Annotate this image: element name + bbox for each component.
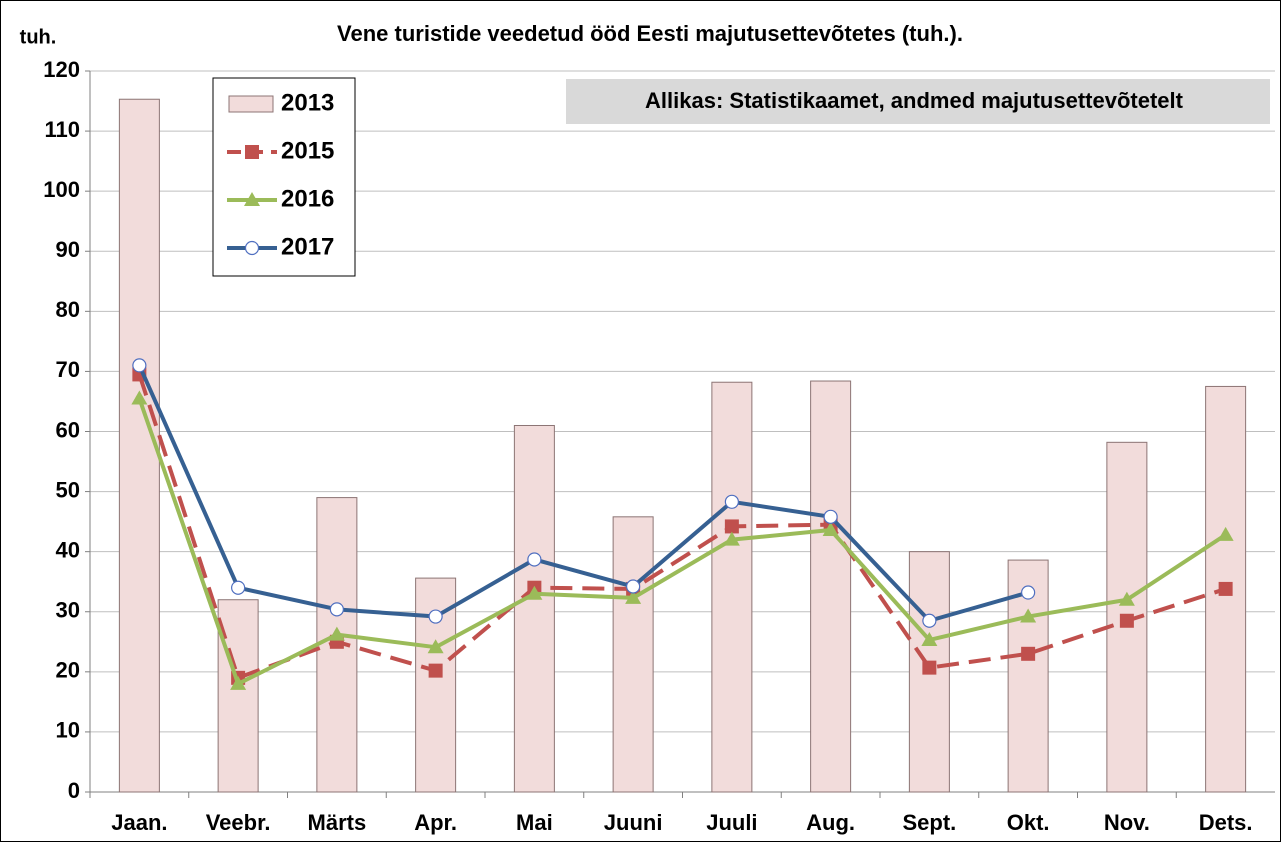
line-marker bbox=[231, 580, 246, 595]
line-marker bbox=[1020, 608, 1037, 623]
legend-label: 2013 bbox=[281, 89, 334, 116]
y-tick-label: 20 bbox=[56, 658, 80, 683]
chart-title: Vene turistide veedetud ööd Eesti majutu… bbox=[337, 21, 963, 46]
line-series bbox=[137, 397, 1227, 686]
line-marker bbox=[1218, 581, 1233, 596]
x-tick-label: Dets. bbox=[1199, 810, 1253, 835]
line-marker bbox=[132, 358, 147, 373]
x-tick-label: Jaan. bbox=[111, 810, 167, 835]
line-marker bbox=[1021, 646, 1036, 661]
line-marker bbox=[724, 519, 739, 534]
y-tick-label: 110 bbox=[45, 117, 81, 142]
line-marker bbox=[626, 579, 641, 594]
line-marker bbox=[625, 589, 642, 604]
line-marker bbox=[329, 602, 344, 617]
y-tick-label: 80 bbox=[56, 297, 80, 322]
y-tick-label: 100 bbox=[43, 177, 80, 202]
legend-marker bbox=[244, 240, 260, 256]
line-marker bbox=[428, 663, 443, 678]
line-marker bbox=[822, 522, 839, 537]
x-tick-label: Juuli bbox=[706, 810, 757, 835]
legend-label: 2015 bbox=[281, 137, 334, 164]
line-marker bbox=[1021, 585, 1036, 600]
legend-marker bbox=[245, 145, 259, 159]
y-tick-label: 10 bbox=[56, 718, 80, 743]
line-marker bbox=[922, 613, 937, 628]
line-marker bbox=[527, 552, 542, 567]
y-axis-label: tuh. bbox=[20, 26, 57, 48]
bar bbox=[118, 98, 160, 793]
legend-marker bbox=[244, 192, 260, 206]
bar bbox=[810, 380, 852, 793]
x-tick-label: Okt. bbox=[1007, 810, 1050, 835]
legend-swatch bbox=[228, 95, 274, 113]
x-tick-label: Juuni bbox=[604, 810, 663, 835]
line-marker bbox=[428, 609, 443, 624]
line-marker bbox=[823, 509, 838, 524]
line-marker bbox=[724, 494, 739, 509]
legend-label: 2017 bbox=[281, 233, 334, 260]
bar bbox=[612, 516, 654, 793]
y-tick-label: 90 bbox=[56, 237, 80, 262]
x-tick-label: Nov. bbox=[1104, 810, 1150, 835]
y-tick-label: 40 bbox=[56, 537, 80, 562]
line-marker bbox=[922, 660, 937, 675]
bar bbox=[513, 424, 555, 793]
y-tick-label: 120 bbox=[43, 57, 80, 82]
annotation-box bbox=[566, 79, 1270, 124]
line-marker bbox=[1119, 613, 1134, 628]
x-tick-label: Sept. bbox=[902, 810, 956, 835]
x-tick-label: Aug. bbox=[806, 810, 855, 835]
y-tick-label: 70 bbox=[56, 357, 80, 382]
annotation: Allikas: Statistikaamet, andmed majutuse… bbox=[645, 88, 1184, 113]
y-tick-label: 0 bbox=[68, 778, 80, 803]
y-tick-label: 60 bbox=[56, 417, 80, 442]
x-tick-label: Märts bbox=[308, 810, 367, 835]
line-marker bbox=[723, 531, 740, 546]
line-series bbox=[137, 364, 1029, 623]
line-marker bbox=[427, 639, 444, 654]
x-tick-label: Mai bbox=[516, 810, 553, 835]
x-tick-label: Apr. bbox=[414, 810, 457, 835]
bar bbox=[711, 381, 753, 793]
line-marker bbox=[1217, 526, 1234, 541]
line-marker bbox=[526, 585, 543, 600]
line-marker bbox=[328, 626, 345, 641]
line-series bbox=[137, 373, 1227, 680]
x-tick-label: Veebr. bbox=[206, 810, 271, 835]
line-marker bbox=[921, 631, 938, 646]
line-marker bbox=[230, 675, 247, 690]
line-marker bbox=[131, 390, 148, 405]
y-tick-label: 50 bbox=[56, 477, 80, 502]
line-marker bbox=[1118, 591, 1135, 606]
legend-label: 2016 bbox=[281, 185, 334, 212]
y-tick-label: 30 bbox=[56, 598, 80, 623]
